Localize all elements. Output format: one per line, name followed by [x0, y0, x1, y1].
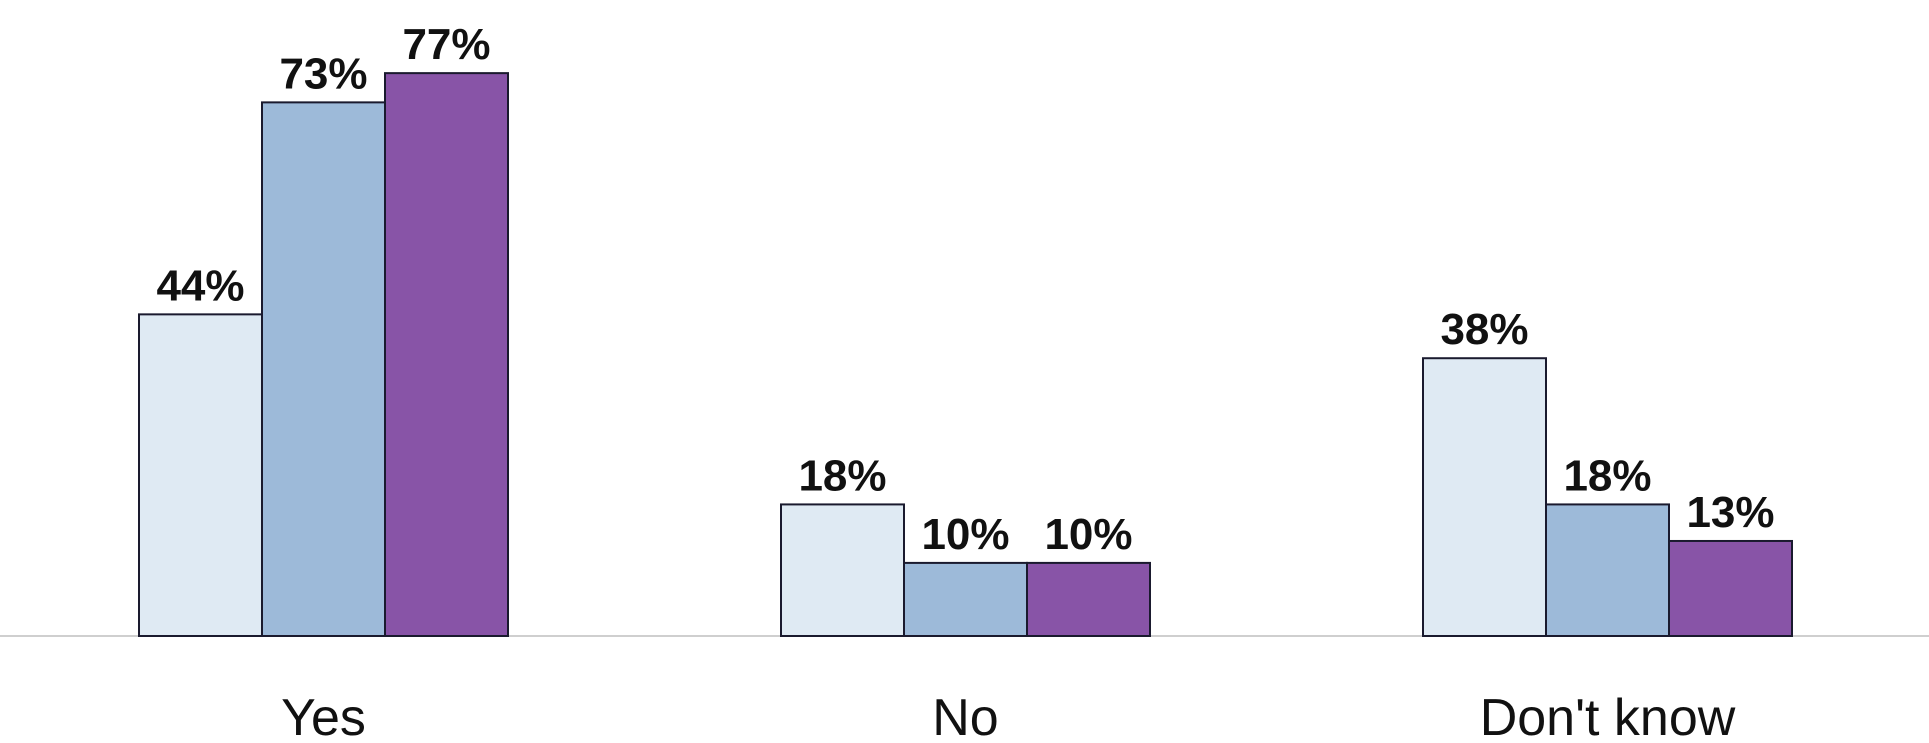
bar-no-series-2: [903, 561, 1028, 638]
data-label-no-series-2: 10%: [921, 510, 1009, 559]
category-label-yes: Yes: [281, 689, 366, 743]
data-label-no-series-3: 10%: [1044, 510, 1132, 559]
category-label-don-t-know: Don't know: [1480, 689, 1736, 743]
bars-layer: [138, 72, 1793, 638]
bar-don-t-know-series-3: [1668, 539, 1793, 637]
data-label-yes-series-2: 73%: [279, 49, 367, 98]
bar-no-series-3: [1026, 561, 1151, 638]
value-labels-layer: 44% 73% 77% 18% 10% 10% 38% 18% 13%: [156, 20, 1774, 559]
category-label-no: No: [932, 689, 998, 743]
category-labels-layer: Yes No Don't know: [281, 689, 1736, 743]
data-label-don-t-know-series-3: 13%: [1686, 488, 1774, 537]
data-label-yes-series-1: 44%: [156, 261, 244, 310]
data-label-no-series-1: 18%: [798, 451, 886, 500]
data-label-yes-series-3: 77%: [402, 20, 490, 69]
bar-yes-series-1: [138, 313, 263, 637]
bar-don-t-know-series-2: [1545, 503, 1670, 638]
bar-yes-series-3: [384, 72, 509, 637]
bar-yes-series-2: [261, 101, 386, 638]
data-label-don-t-know-series-1: 38%: [1440, 305, 1528, 354]
data-label-don-t-know-series-2: 18%: [1563, 451, 1651, 500]
bar-no-series-1: [780, 503, 905, 638]
bar-don-t-know-series-1: [1422, 357, 1547, 637]
